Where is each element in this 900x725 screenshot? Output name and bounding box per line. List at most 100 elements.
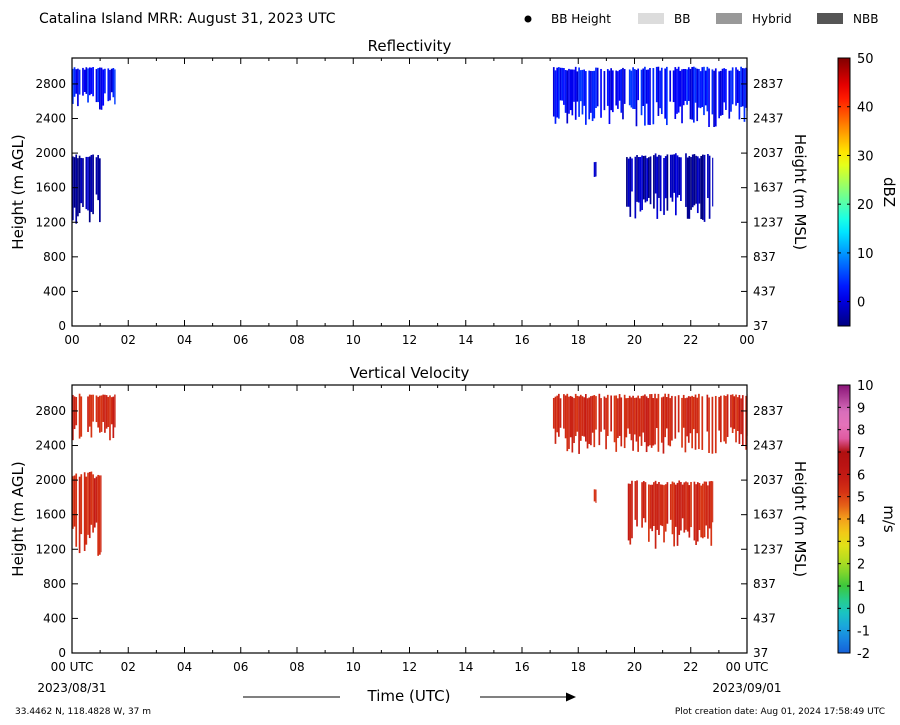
- y-tick-label: 1600: [35, 508, 66, 522]
- heatmap-cell: [78, 69, 81, 95]
- heatmap-cell: [87, 472, 89, 535]
- heatmap-cell: [691, 395, 693, 449]
- colorbar-tick-label: 10: [857, 379, 874, 394]
- x-tick-label: 06: [233, 660, 248, 674]
- heatmap-cell: [691, 154, 694, 208]
- heatmap-cell: [97, 396, 99, 428]
- heatmap-cell: [666, 66, 668, 126]
- heatmap-cell: [695, 155, 697, 204]
- heatmap-cell: [723, 395, 726, 442]
- heatmap-cell: [675, 484, 677, 527]
- y-tick-label: 1600: [35, 181, 66, 195]
- x-tick-label: 00: [64, 333, 79, 347]
- y-axis-label-right: Height (m MSL): [791, 134, 809, 250]
- heatmap-cell: [603, 396, 606, 430]
- heatmap-cell: [571, 396, 574, 453]
- y-axis-label-left: Height (m AGL): [9, 461, 27, 576]
- y-right-tick-label: 2837: [753, 404, 784, 418]
- x-tick-label: 20: [627, 333, 642, 347]
- heatmap-cell: [618, 69, 621, 101]
- heatmap-cell: [644, 155, 647, 203]
- heatmap-cell: [83, 69, 86, 92]
- start-date: 2023/08/31: [37, 681, 106, 695]
- heatmap-cell: [606, 69, 609, 106]
- heatmap-cell: [635, 397, 638, 442]
- heatmap-cell: [641, 482, 643, 528]
- heatmap-cell: [75, 69, 78, 94]
- heatmap-cell: [673, 154, 675, 193]
- heatmap-cell: [97, 154, 99, 201]
- heatmap-cell: [718, 396, 720, 431]
- heatmap-cell: [684, 398, 687, 453]
- heatmap-cell: [85, 67, 88, 94]
- heatmap-cell: [606, 394, 609, 436]
- heatmap-cell: [671, 154, 674, 202]
- x-tick-label: 10: [346, 333, 361, 347]
- x-tick-label: 08: [289, 333, 304, 347]
- x-tick-label: 04: [177, 333, 192, 347]
- heatmap-cell: [718, 71, 720, 119]
- x-tick-label: 04: [177, 660, 192, 674]
- heatmap-cell: [564, 395, 567, 439]
- x-axis-label: Time (UTC): [367, 687, 451, 705]
- heatmap-cell: [730, 70, 732, 112]
- heatmap-cell: [686, 69, 688, 105]
- heatmap-cell: [574, 393, 577, 437]
- legend-label: BB Height: [551, 12, 611, 26]
- heatmap-cell: [671, 395, 673, 441]
- heatmap-cell: [72, 476, 74, 529]
- heatmap-cell: [688, 156, 691, 219]
- heatmap-cell: [655, 398, 658, 429]
- heatmap-cell: [657, 393, 660, 452]
- y-right-tick-label: 837: [753, 250, 776, 264]
- heatmap-cell: [649, 484, 652, 529]
- heatmap-cell: [741, 68, 744, 107]
- heatmap-cell: [102, 394, 105, 422]
- heatmap-cell: [654, 480, 657, 549]
- heatmap-cell: [596, 67, 599, 107]
- heatmap-cell: [663, 158, 665, 215]
- time-arrow-head: [566, 692, 576, 702]
- heatmap-cell: [591, 395, 594, 433]
- heatmap-cell: [581, 69, 584, 115]
- x-tick-label: 18: [571, 333, 586, 347]
- heatmap-cell: [640, 395, 643, 446]
- heatmap-cell: [676, 482, 679, 546]
- colorbar-tick-label: 5: [857, 491, 865, 506]
- heatmap-cell: [552, 397, 555, 429]
- heatmap-cell: [687, 67, 690, 101]
- heatmap-cell: [702, 154, 704, 220]
- colorbar-tick-label: -1: [857, 625, 870, 640]
- x-tick-label: 06: [233, 333, 248, 347]
- heatmap-cell: [708, 481, 711, 529]
- heatmap-cell: [576, 395, 579, 432]
- x-tick-label: 00: [739, 333, 754, 347]
- heatmap-cell: [708, 68, 710, 127]
- heatmap-cell: [88, 471, 91, 539]
- heatmap-cell: [78, 476, 81, 554]
- echo-region: [627, 480, 714, 549]
- heatmap-cell: [637, 395, 639, 452]
- heatmap-cell: [99, 67, 101, 110]
- heatmap-cell: [109, 395, 111, 441]
- heatmap-cell: [703, 154, 706, 222]
- heatmap-cell: [682, 68, 685, 106]
- heatmap-cell: [99, 475, 101, 555]
- heatmap-cell: [626, 157, 628, 207]
- heatmap-cell: [595, 161, 597, 177]
- heatmap-cell: [558, 393, 560, 437]
- heatmap-cell: [745, 395, 747, 450]
- heatmap-cell: [630, 397, 633, 441]
- heatmap-cell: [648, 157, 650, 198]
- heatmap-cell: [645, 396, 648, 453]
- heatmap-cell: [712, 481, 714, 523]
- heatmap-cell: [595, 489, 597, 503]
- heatmap-cell: [706, 66, 709, 112]
- y-right-tick-label: 1237: [753, 542, 784, 556]
- heatmap-cell: [559, 398, 562, 428]
- heatmap-cell: [72, 394, 74, 441]
- legend-label: BB: [674, 12, 690, 26]
- heatmap-cell: [663, 485, 665, 543]
- heatmap-cell: [708, 397, 710, 454]
